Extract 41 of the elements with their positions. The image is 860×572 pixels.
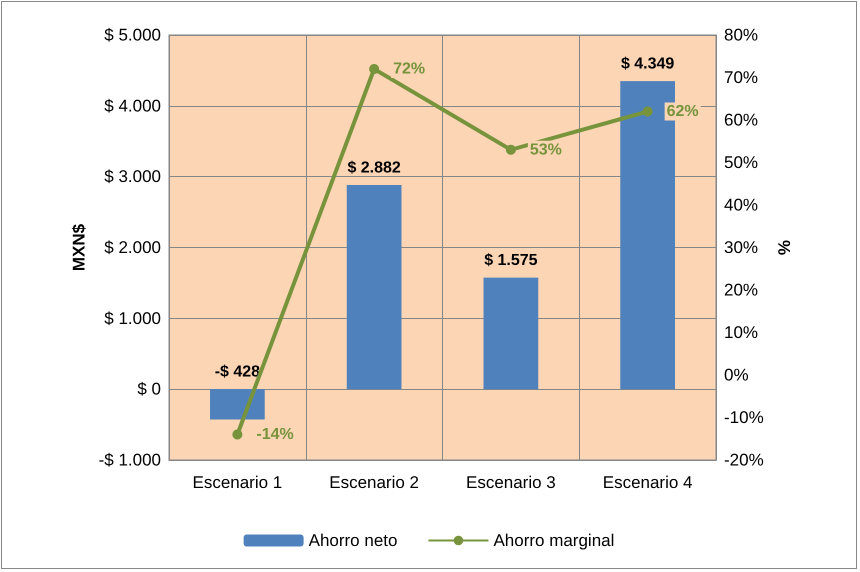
point: [232, 430, 242, 440]
y-tick-label: -$ 1.000: [98, 450, 161, 470]
x-tick-label: Escenario 3: [466, 473, 556, 492]
y2-tick-label: 40%: [724, 196, 758, 214]
y-tick-label: $ 4.000: [104, 96, 161, 116]
y-tick-label: $ 2.000: [104, 238, 161, 257]
y2-axis-title: %: [775, 240, 794, 256]
bar: [346, 185, 402, 390]
y-tick-label: $ 3.000: [104, 167, 161, 186]
y2-tick-label: -20%: [724, 450, 764, 470]
data-label: $ 4.349: [620, 56, 674, 73]
y2-tick-label: 60%: [724, 110, 758, 130]
data-label: 53%: [530, 141, 562, 158]
x-tick-label: Escenario 2: [329, 473, 420, 492]
bar: [210, 389, 265, 420]
y2-tick-label: -10%: [724, 408, 764, 427]
y2-tick-label: 80%: [724, 26, 758, 44]
legend-label: Ahorro neto: [308, 531, 398, 550]
data-label: -14%: [256, 426, 294, 443]
legend-label: Ahorro marginal: [493, 531, 614, 550]
y2-tick-label: 70%: [724, 68, 758, 87]
y2-tick-label: 50%: [724, 153, 758, 172]
data-label: $ 1.575: [484, 252, 538, 270]
y2-tick-label: 0%: [724, 366, 749, 384]
x-tick-label: Escenario 1: [192, 473, 282, 492]
y2-tick-label: 30%: [724, 238, 758, 257]
data-label: 62%: [666, 103, 699, 120]
y-axis-title: MXN$: [70, 223, 89, 272]
point: [369, 64, 380, 74]
point: [506, 144, 516, 155]
point: [642, 106, 653, 116]
y2-tick-label: 10%: [724, 323, 758, 342]
data-label: -$ 428: [214, 364, 260, 381]
y-tick-label: $ 0: [137, 380, 161, 399]
bar: [484, 278, 538, 390]
x-tick-label: Escenario 4: [602, 473, 693, 492]
y-tick-label: $ 1.000: [104, 308, 161, 328]
data-label: 72%: [393, 60, 426, 78]
y2-tick-label: 20%: [724, 280, 758, 300]
y-tick-label: $ 5.000: [104, 26, 161, 44]
data-label: $ 2.882: [347, 160, 401, 177]
